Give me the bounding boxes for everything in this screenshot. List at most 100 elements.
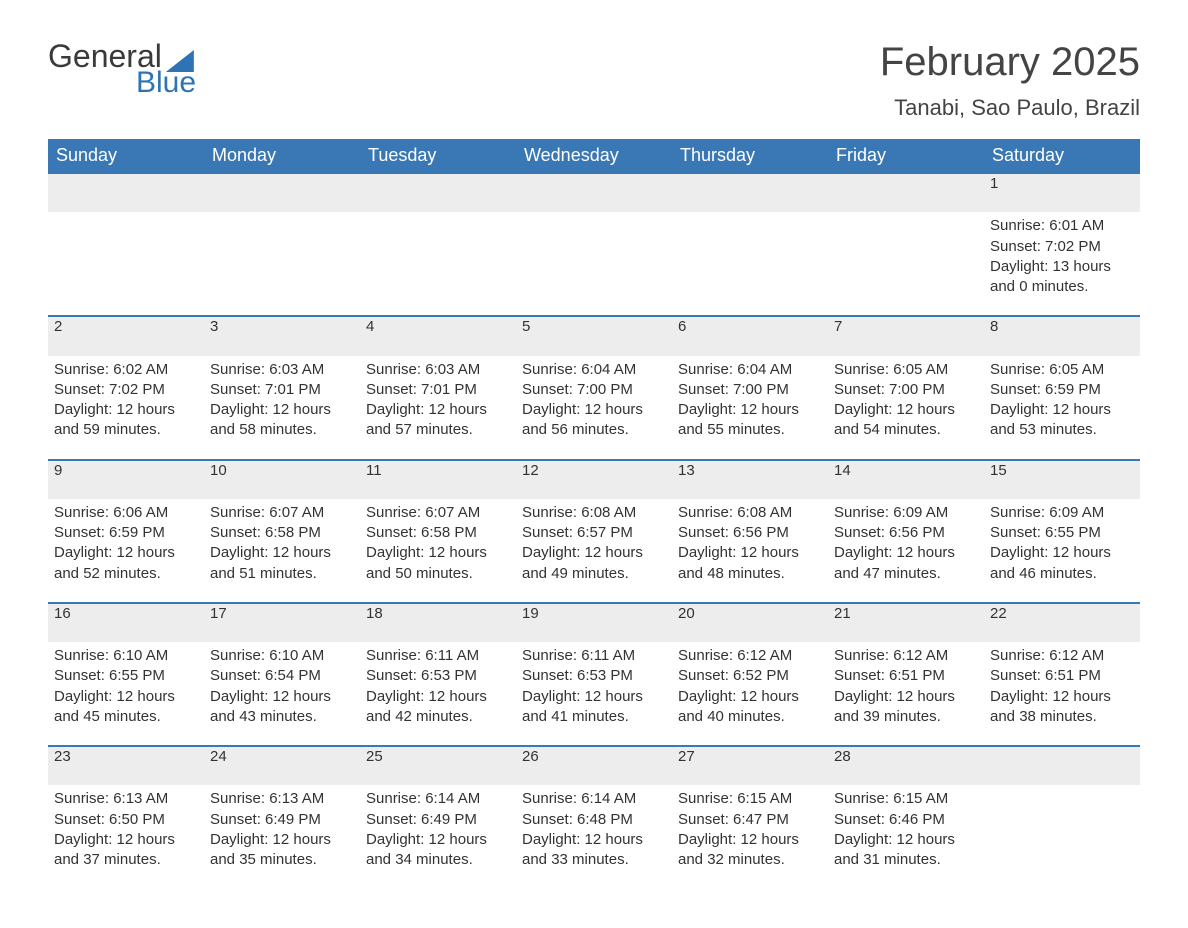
daylight2-text: and 0 minutes. bbox=[990, 277, 1134, 297]
daylight1-text: Daylight: 12 hours bbox=[990, 543, 1134, 563]
daylight2-text: and 37 minutes. bbox=[54, 850, 198, 870]
weekday-header-row: Sunday Monday Tuesday Wednesday Thursday… bbox=[48, 139, 1140, 173]
sunset-text: Sunset: 7:01 PM bbox=[210, 380, 354, 400]
day-cell-text: Sunrise: 6:12 AMSunset: 6:51 PMDaylight:… bbox=[990, 642, 1134, 727]
sunset-text: Sunset: 7:00 PM bbox=[834, 380, 978, 400]
day-cell: Sunrise: 6:03 AMSunset: 7:01 PMDaylight:… bbox=[360, 356, 516, 460]
day-cell bbox=[204, 212, 360, 316]
daylight2-text: and 40 minutes. bbox=[678, 707, 822, 727]
day-cell-text: Sunrise: 6:04 AMSunset: 7:00 PMDaylight:… bbox=[522, 356, 666, 441]
sunrise-text: Sunrise: 6:15 AM bbox=[834, 789, 978, 809]
day-cell: Sunrise: 6:12 AMSunset: 6:51 PMDaylight:… bbox=[828, 642, 984, 746]
sunrise-text: Sunrise: 6:08 AM bbox=[522, 503, 666, 523]
week-row: Sunrise: 6:01 AMSunset: 7:02 PMDaylight:… bbox=[48, 212, 1140, 316]
day-cell-text: Sunrise: 6:07 AMSunset: 6:58 PMDaylight:… bbox=[366, 499, 510, 584]
col-sunday: Sunday bbox=[48, 139, 204, 173]
day-cell-text: Sunrise: 6:12 AMSunset: 6:52 PMDaylight:… bbox=[678, 642, 822, 727]
daylight1-text: Daylight: 12 hours bbox=[54, 830, 198, 850]
day-cell-text: Sunrise: 6:10 AMSunset: 6:54 PMDaylight:… bbox=[210, 642, 354, 727]
daylight1-text: Daylight: 12 hours bbox=[522, 687, 666, 707]
daylight1-text: Daylight: 12 hours bbox=[990, 687, 1134, 707]
daynum-cell: 22 bbox=[984, 603, 1140, 642]
sunrise-text: Sunrise: 6:13 AM bbox=[54, 789, 198, 809]
sunrise-text: Sunrise: 6:04 AM bbox=[678, 360, 822, 380]
daylight1-text: Daylight: 12 hours bbox=[834, 543, 978, 563]
daylight1-text: Daylight: 12 hours bbox=[366, 543, 510, 563]
daylight2-text: and 50 minutes. bbox=[366, 564, 510, 584]
daynum-cell: 23 bbox=[48, 746, 204, 785]
daylight1-text: Daylight: 13 hours bbox=[990, 257, 1134, 277]
sunset-text: Sunset: 6:56 PM bbox=[834, 523, 978, 543]
sunset-text: Sunset: 6:53 PM bbox=[366, 666, 510, 686]
day-cell: Sunrise: 6:10 AMSunset: 6:55 PMDaylight:… bbox=[48, 642, 204, 746]
daynum-cell bbox=[204, 173, 360, 212]
sunset-text: Sunset: 6:58 PM bbox=[210, 523, 354, 543]
daynum-cell: 10 bbox=[204, 460, 360, 499]
col-wednesday: Wednesday bbox=[516, 139, 672, 173]
sunset-text: Sunset: 6:51 PM bbox=[834, 666, 978, 686]
daynum-cell: 8 bbox=[984, 316, 1140, 355]
sunset-text: Sunset: 6:53 PM bbox=[522, 666, 666, 686]
day-cell-text: Sunrise: 6:11 AMSunset: 6:53 PMDaylight:… bbox=[522, 642, 666, 727]
col-tuesday: Tuesday bbox=[360, 139, 516, 173]
daynum-cell: 26 bbox=[516, 746, 672, 785]
sunset-text: Sunset: 6:50 PM bbox=[54, 810, 198, 830]
sunrise-text: Sunrise: 6:12 AM bbox=[834, 646, 978, 666]
day-cell-text: Sunrise: 6:03 AMSunset: 7:01 PMDaylight:… bbox=[210, 356, 354, 441]
day-cell-text: Sunrise: 6:14 AMSunset: 6:48 PMDaylight:… bbox=[522, 785, 666, 870]
day-cell: Sunrise: 6:05 AMSunset: 7:00 PMDaylight:… bbox=[828, 356, 984, 460]
sunrise-text: Sunrise: 6:12 AM bbox=[678, 646, 822, 666]
daylight2-text: and 54 minutes. bbox=[834, 420, 978, 440]
daynum-cell: 27 bbox=[672, 746, 828, 785]
sunset-text: Sunset: 7:01 PM bbox=[366, 380, 510, 400]
sunset-text: Sunset: 6:51 PM bbox=[990, 666, 1134, 686]
day-cell: Sunrise: 6:12 AMSunset: 6:51 PMDaylight:… bbox=[984, 642, 1140, 746]
sunset-text: Sunset: 7:02 PM bbox=[54, 380, 198, 400]
month-title: February 2025 bbox=[880, 40, 1140, 85]
day-cell: Sunrise: 6:07 AMSunset: 6:58 PMDaylight:… bbox=[360, 499, 516, 603]
daynum-cell: 2 bbox=[48, 316, 204, 355]
day-cell-text: Sunrise: 6:13 AMSunset: 6:50 PMDaylight:… bbox=[54, 785, 198, 870]
day-cell: Sunrise: 6:15 AMSunset: 6:46 PMDaylight:… bbox=[828, 785, 984, 888]
daynum-cell: 16 bbox=[48, 603, 204, 642]
day-cell-text: Sunrise: 6:01 AMSunset: 7:02 PMDaylight:… bbox=[990, 212, 1134, 297]
daylight1-text: Daylight: 12 hours bbox=[522, 830, 666, 850]
sunrise-text: Sunrise: 6:06 AM bbox=[54, 503, 198, 523]
day-cell-text: Sunrise: 6:09 AMSunset: 6:56 PMDaylight:… bbox=[834, 499, 978, 584]
daynum-cell bbox=[672, 173, 828, 212]
sunset-text: Sunset: 6:48 PM bbox=[522, 810, 666, 830]
daynum-cell: 18 bbox=[360, 603, 516, 642]
day-cell-text: Sunrise: 6:11 AMSunset: 6:53 PMDaylight:… bbox=[366, 642, 510, 727]
sunrise-text: Sunrise: 6:13 AM bbox=[210, 789, 354, 809]
day-cell: Sunrise: 6:12 AMSunset: 6:52 PMDaylight:… bbox=[672, 642, 828, 746]
daynum-cell: 19 bbox=[516, 603, 672, 642]
day-cell: Sunrise: 6:04 AMSunset: 7:00 PMDaylight:… bbox=[672, 356, 828, 460]
week-row: Sunrise: 6:06 AMSunset: 6:59 PMDaylight:… bbox=[48, 499, 1140, 603]
day-cell: Sunrise: 6:05 AMSunset: 6:59 PMDaylight:… bbox=[984, 356, 1140, 460]
sunrise-text: Sunrise: 6:04 AM bbox=[522, 360, 666, 380]
sunset-text: Sunset: 6:55 PM bbox=[54, 666, 198, 686]
sunset-text: Sunset: 6:54 PM bbox=[210, 666, 354, 686]
col-friday: Friday bbox=[828, 139, 984, 173]
sunrise-text: Sunrise: 6:03 AM bbox=[366, 360, 510, 380]
daynum-row: 232425262728 bbox=[48, 746, 1140, 785]
daynum-cell: 12 bbox=[516, 460, 672, 499]
header-bar: General Blue February 2025 Tanabi, Sao P… bbox=[48, 40, 1140, 121]
day-cell: Sunrise: 6:13 AMSunset: 6:49 PMDaylight:… bbox=[204, 785, 360, 888]
sunset-text: Sunset: 6:57 PM bbox=[522, 523, 666, 543]
sunset-text: Sunset: 6:49 PM bbox=[210, 810, 354, 830]
week-row: Sunrise: 6:13 AMSunset: 6:50 PMDaylight:… bbox=[48, 785, 1140, 888]
daynum-cell: 14 bbox=[828, 460, 984, 499]
daynum-row: 16171819202122 bbox=[48, 603, 1140, 642]
daylight1-text: Daylight: 12 hours bbox=[522, 400, 666, 420]
day-cell: Sunrise: 6:02 AMSunset: 7:02 PMDaylight:… bbox=[48, 356, 204, 460]
daylight2-text: and 49 minutes. bbox=[522, 564, 666, 584]
daylight2-text: and 52 minutes. bbox=[54, 564, 198, 584]
day-cell-text: Sunrise: 6:13 AMSunset: 6:49 PMDaylight:… bbox=[210, 785, 354, 870]
daylight2-text: and 34 minutes. bbox=[366, 850, 510, 870]
daylight1-text: Daylight: 12 hours bbox=[54, 687, 198, 707]
day-cell: Sunrise: 6:09 AMSunset: 6:55 PMDaylight:… bbox=[984, 499, 1140, 603]
logo-word2: Blue bbox=[136, 68, 196, 98]
sunset-text: Sunset: 6:56 PM bbox=[678, 523, 822, 543]
daylight2-text: and 46 minutes. bbox=[990, 564, 1134, 584]
